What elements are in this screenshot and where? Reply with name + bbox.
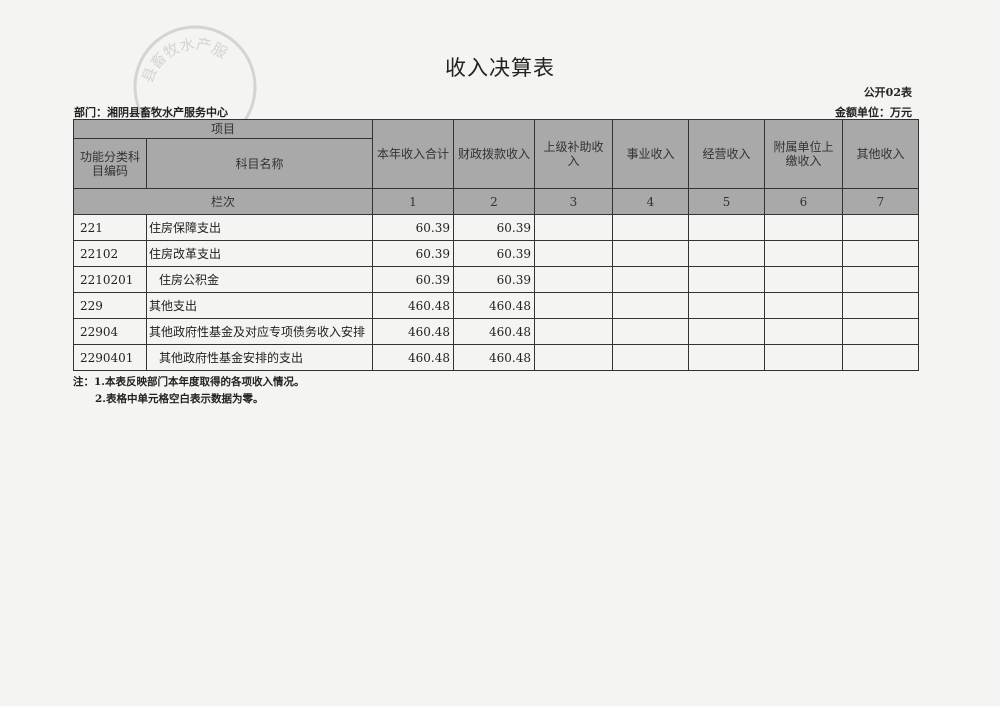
row-value: 60.39 xyxy=(453,214,535,241)
page-title: 收入决算表 xyxy=(445,56,555,80)
row-value xyxy=(688,266,765,293)
row-value: 60.39 xyxy=(453,240,535,267)
row-code: 2290401 xyxy=(73,344,147,371)
row-name: 住房公积金 xyxy=(146,266,373,293)
row-name: 住房保障支出 xyxy=(146,214,373,241)
row-value xyxy=(688,214,765,241)
table-row: 2290401 其他政府性基金安排的支出 460.48 460.48 xyxy=(73,344,919,371)
header-col-6: 附属单位上缴收入 xyxy=(764,119,843,189)
row-value xyxy=(612,240,689,267)
row-code: 22102 xyxy=(73,240,147,267)
row-value xyxy=(534,318,613,345)
notes: 注：1.本表反映部门本年度取得的各项收入情况。 2.表格中单元格空白表示数据为零… xyxy=(73,374,923,408)
row-value xyxy=(842,318,919,345)
table-row: 22904 其他政府性基金及对应专项债务收入安排 460.48 460.48 xyxy=(73,318,919,345)
row-value: 460.48 xyxy=(372,292,454,319)
row-code: 22904 xyxy=(73,318,147,345)
row-code: 2210201 xyxy=(73,266,147,293)
header-col-3: 上级补助收入 xyxy=(534,119,613,189)
row-value xyxy=(842,266,919,293)
content: 项目 本年收入合计 财政拨款收入 上级补助收入 事业收入 经营收入 附属单位上缴… xyxy=(73,119,923,408)
row-value: 460.48 xyxy=(453,318,535,345)
row-value: 460.48 xyxy=(453,344,535,371)
row-name: 其他支出 xyxy=(146,292,373,319)
row-value xyxy=(842,344,919,371)
row-value xyxy=(612,318,689,345)
column-number: 1 xyxy=(372,188,454,215)
header-col-4: 事业收入 xyxy=(612,119,689,189)
row-value xyxy=(764,214,843,241)
header-name: 科目名称 xyxy=(146,138,373,189)
row-value xyxy=(842,214,919,241)
row-value xyxy=(612,292,689,319)
row-value xyxy=(688,240,765,267)
row-value xyxy=(764,240,843,267)
header-col-1: 本年收入合计 xyxy=(372,119,454,189)
header-col-5: 经营收入 xyxy=(688,119,765,189)
row-value xyxy=(612,344,689,371)
column-number: 3 xyxy=(534,188,613,215)
income-table: 项目 本年收入合计 财政拨款收入 上级补助收入 事业收入 经营收入 附属单位上缴… xyxy=(73,119,919,371)
column-number: 7 xyxy=(842,188,919,215)
header-col-2: 财政拨款收入 xyxy=(453,119,535,189)
row-name: 其他政府性基金及对应专项债务收入安排 xyxy=(146,318,373,345)
row-value: 460.48 xyxy=(372,344,454,371)
header-item: 项目 xyxy=(73,119,373,139)
row-value xyxy=(534,214,613,241)
row-value xyxy=(842,292,919,319)
row-value xyxy=(612,214,689,241)
row-code: 229 xyxy=(73,292,147,319)
column-number: 6 xyxy=(764,188,843,215)
department-label: 部门：湘阴县畜牧水产服务中心 xyxy=(74,106,228,119)
row-code: 221 xyxy=(73,214,147,241)
row-value xyxy=(764,292,843,319)
table-row: 221 住房保障支出 60.39 60.39 xyxy=(73,214,919,241)
row-value xyxy=(764,266,843,293)
row-value: 60.39 xyxy=(453,266,535,293)
row-value xyxy=(688,318,765,345)
row-value xyxy=(534,292,613,319)
column-number: 2 xyxy=(453,188,535,215)
header-row-index: 栏次 xyxy=(73,188,373,215)
row-name: 其他政府性基金安排的支出 xyxy=(146,344,373,371)
row-name: 住房改革支出 xyxy=(146,240,373,267)
row-value: 60.39 xyxy=(372,266,454,293)
table-row: 2210201 住房公积金 60.39 60.39 xyxy=(73,266,919,293)
unit-label: 金额单位：万元 xyxy=(835,106,912,119)
note-1: 注：1.本表反映部门本年度取得的各项收入情况。 xyxy=(73,376,305,388)
row-value: 460.48 xyxy=(372,318,454,345)
row-value xyxy=(688,292,765,319)
table-row: 22102 住房改革支出 60.39 60.39 xyxy=(73,240,919,267)
column-number: 4 xyxy=(612,188,689,215)
row-value xyxy=(764,318,843,345)
row-value xyxy=(842,240,919,267)
table-row: 229 其他支出 460.48 460.48 xyxy=(73,292,919,319)
row-value: 460.48 xyxy=(453,292,535,319)
note-2: 2.表格中单元格空白表示数据为零。 xyxy=(95,393,264,405)
form-number: 公开02表 xyxy=(863,86,912,99)
row-value xyxy=(534,240,613,267)
row-value xyxy=(534,266,613,293)
header-code: 功能分类科目编码 xyxy=(73,138,147,189)
row-value: 60.39 xyxy=(372,240,454,267)
column-number: 5 xyxy=(688,188,765,215)
row-value: 60.39 xyxy=(372,214,454,241)
row-value xyxy=(688,344,765,371)
row-value xyxy=(534,344,613,371)
row-value xyxy=(764,344,843,371)
header-col-7: 其他收入 xyxy=(842,119,919,189)
row-value xyxy=(612,266,689,293)
